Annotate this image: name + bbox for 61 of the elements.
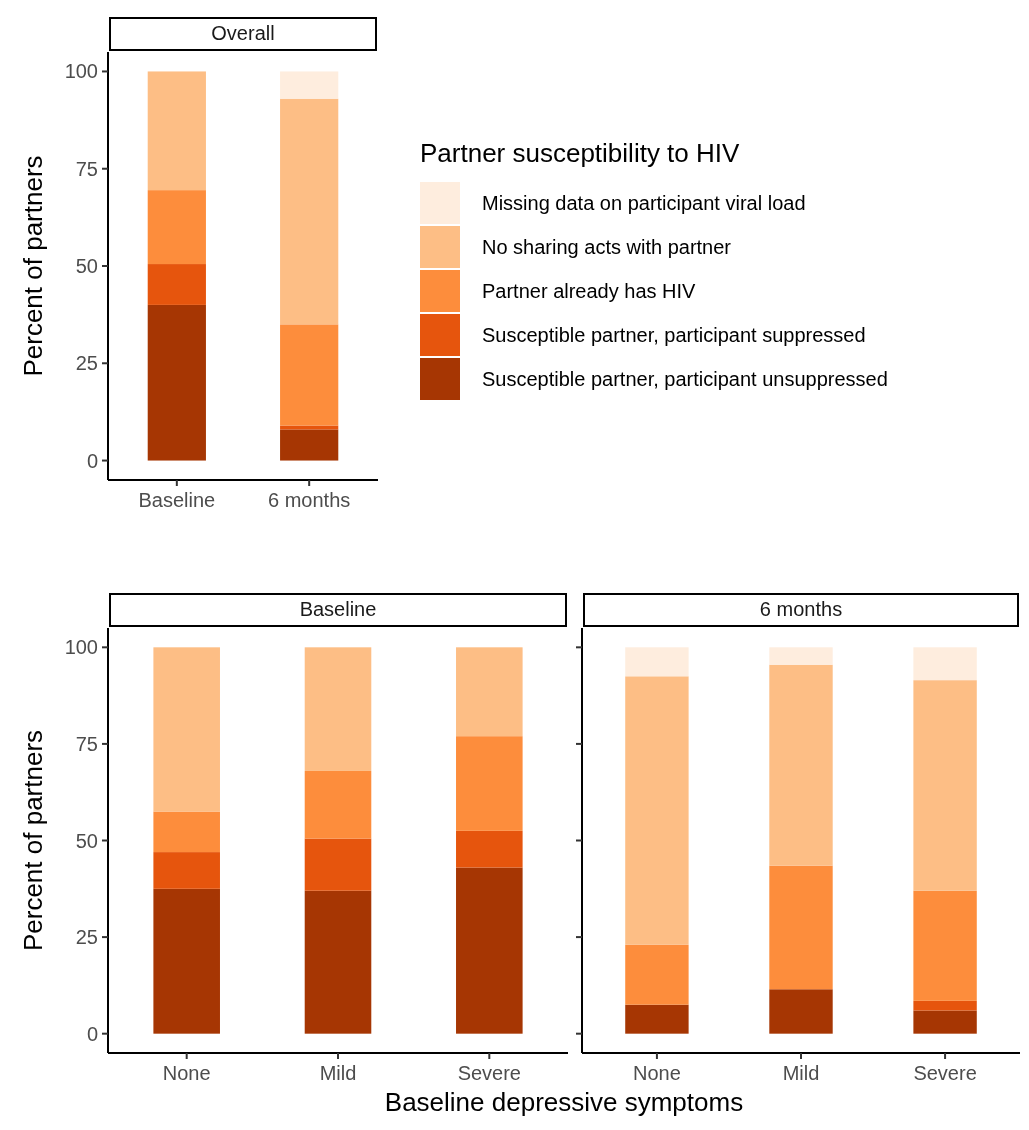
x-tick-label: Mild [319, 1062, 357, 1084]
bar [280, 324, 339, 426]
bar [456, 830, 523, 868]
x-axis-title: Baseline depressive symptoms [384, 1087, 744, 1117]
bar [147, 304, 206, 461]
bar [153, 888, 220, 1034]
bar [147, 264, 206, 305]
bar [153, 647, 220, 812]
bar [153, 811, 220, 853]
y-tick-label: 50 [75, 255, 98, 277]
bar [769, 647, 833, 665]
bar [625, 676, 689, 945]
y-tick-label: 75 [75, 732, 98, 755]
chart-title: 6 months [759, 598, 843, 620]
bar [913, 1000, 977, 1011]
y-tick-label: 25 [75, 926, 98, 949]
bar [153, 852, 220, 889]
bar [913, 647, 977, 681]
legend-label: No sharing acts with partner [482, 236, 732, 258]
bar [913, 680, 977, 891]
y-tick-label: 0 [86, 449, 98, 472]
x-tick-label: Severe [913, 1062, 977, 1084]
x-tick-label: Mild [782, 1062, 820, 1084]
bar [304, 890, 372, 1034]
legend-label: Missing data on participant viral load [482, 192, 806, 214]
bar [625, 1004, 689, 1034]
bar [280, 429, 339, 461]
y-tick-label: 0 [86, 1022, 98, 1045]
x-tick-label: Severe [457, 1062, 521, 1084]
x-tick-label: None [633, 1062, 681, 1084]
y-tick-label: 100 [64, 60, 98, 83]
y-tick-label: 100 [64, 636, 98, 659]
bar [280, 71, 339, 99]
y-tick-label: 50 [75, 829, 98, 852]
chart-title: Overall [211, 22, 275, 44]
bar [304, 770, 372, 839]
y-tick-label: 75 [75, 157, 98, 180]
legend-title: Partner susceptibility to HIV [420, 138, 741, 168]
bar [456, 647, 523, 737]
y-axis-title: Percent of partners [18, 155, 48, 377]
bar [147, 190, 206, 265]
legend-label: Susceptible partner, participant unsuppressed [482, 368, 888, 390]
legend-label: Susceptible partner, participant suppressed [482, 324, 866, 346]
bar [456, 867, 523, 1034]
bar [913, 1010, 977, 1034]
bar [304, 647, 372, 771]
bar [304, 838, 372, 891]
bar [625, 647, 689, 677]
bar [769, 989, 833, 1034]
x-tick-label: None [162, 1062, 211, 1084]
y-axis-title: Percent of partners [18, 729, 48, 952]
bar [769, 865, 833, 990]
chart-title: Baseline [299, 598, 377, 620]
bar [625, 944, 689, 1005]
legend-label: Partner already has HIV [482, 280, 697, 302]
bar [280, 98, 339, 325]
bar [913, 890, 977, 1001]
bar [456, 736, 523, 831]
y-tick-label: 25 [75, 352, 98, 375]
bar [769, 664, 833, 866]
bar [147, 71, 206, 191]
